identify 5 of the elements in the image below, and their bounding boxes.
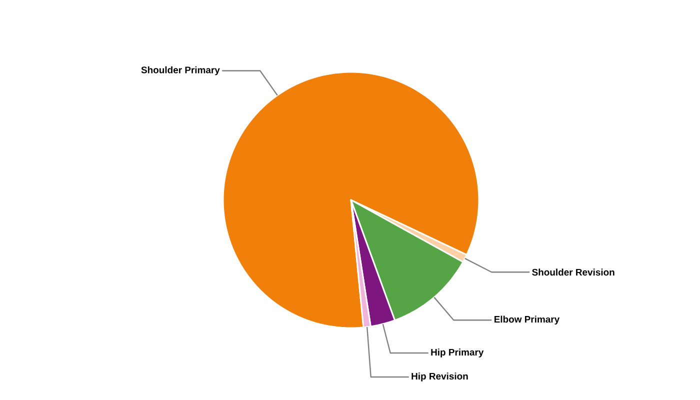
slice-label: Elbow Primary	[494, 316, 560, 325]
slice-label: Hip Primary	[431, 348, 484, 358]
slice-label: Shoulder Primary	[141, 66, 220, 76]
slice-label: Shoulder Revision	[532, 268, 614, 276]
slice-label: Hip Revision	[412, 372, 468, 382]
